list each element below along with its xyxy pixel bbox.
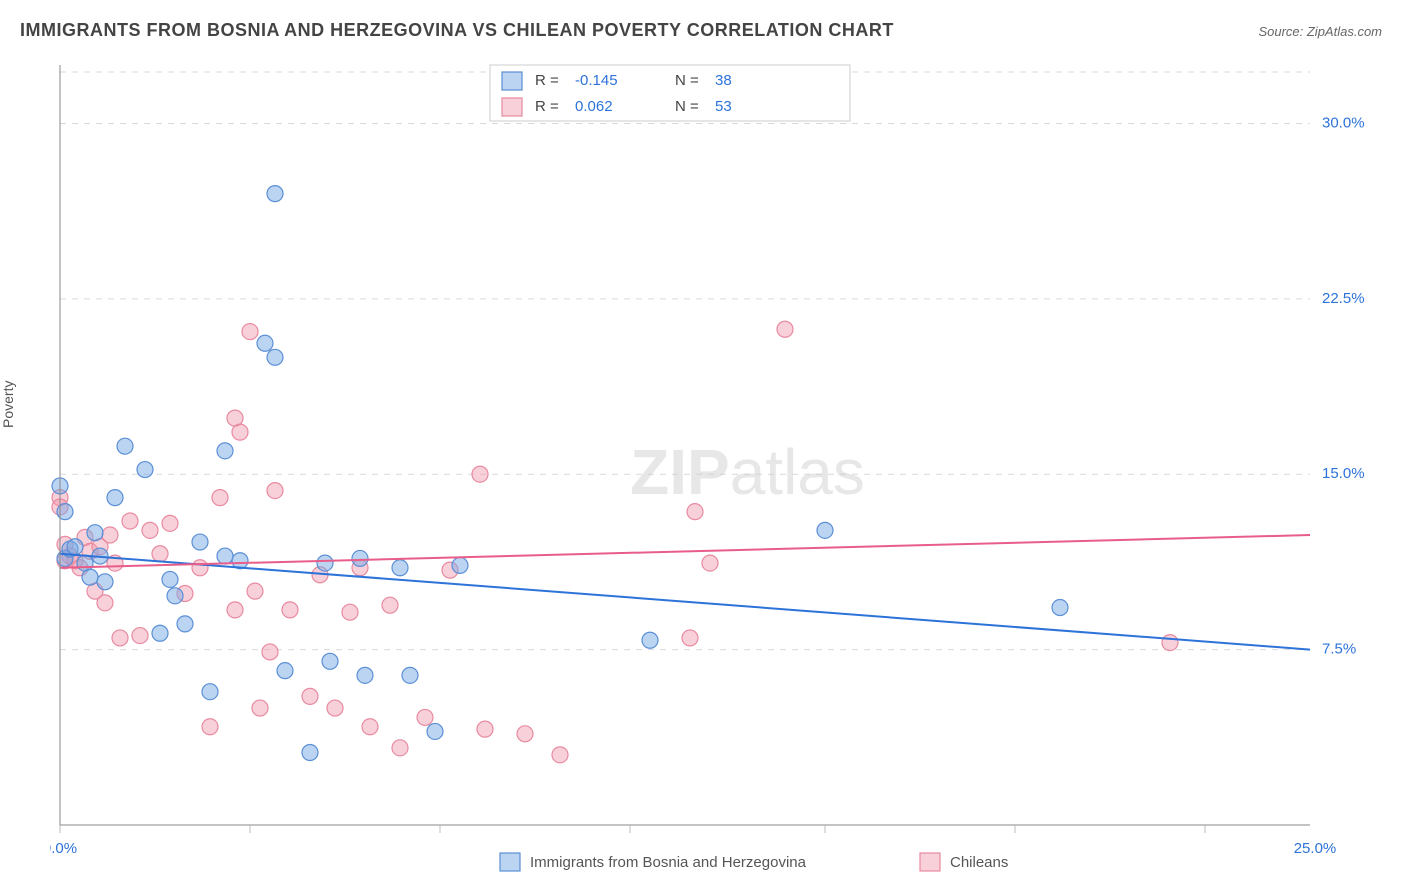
- bosnia-point: [97, 574, 113, 590]
- bottom-legend-swatch: [920, 853, 940, 871]
- bosnia-point: [167, 588, 183, 604]
- bosnia-point: [642, 632, 658, 648]
- bosnia-point: [352, 550, 368, 566]
- correlation-scatter-chart: ZIPatlas 7.5% 15.0% 22.5% 30.0% 0.0% 25.0% R =-…: [50, 55, 1380, 885]
- chart-title: IMMIGRANTS FROM BOSNIA AND HERZEGOVINA V…: [20, 20, 894, 41]
- chile-point: [232, 424, 248, 440]
- chile-point: [102, 527, 118, 543]
- bosnia-point: [82, 569, 98, 585]
- chile-point: [682, 630, 698, 646]
- legend-r-label: R =: [535, 98, 559, 115]
- bosnia-point: [87, 525, 103, 541]
- y-tick-label: 22.5%: [1322, 290, 1365, 307]
- bottom-legend-swatch: [500, 853, 520, 871]
- chile-point: [142, 522, 158, 538]
- bosnia-point: [267, 349, 283, 365]
- chile-point: [152, 546, 168, 562]
- y-tick-label: 7.5%: [1322, 641, 1356, 658]
- bosnia-point: [117, 438, 133, 454]
- bosnia-point: [152, 625, 168, 641]
- bosnia-point: [427, 723, 443, 739]
- chile-point: [302, 688, 318, 704]
- chile-point: [472, 466, 488, 482]
- legend-n-value: 38: [715, 72, 732, 89]
- chile-point: [262, 644, 278, 660]
- chile-point: [327, 700, 343, 716]
- chile-point: [552, 747, 568, 763]
- bosnia-point: [177, 616, 193, 632]
- chile-point: [267, 483, 283, 499]
- bottom-legend-label: Immigrants from Bosnia and Herzegovina: [530, 854, 807, 871]
- chile-point: [517, 726, 533, 742]
- bosnia-point: [392, 560, 408, 576]
- bosnia-point: [302, 745, 318, 761]
- bosnia-point: [107, 490, 123, 506]
- chile-point: [192, 560, 208, 576]
- bosnia-point: [317, 555, 333, 571]
- chile-point: [162, 515, 178, 531]
- chile-point: [252, 700, 268, 716]
- bosnia-point: [277, 663, 293, 679]
- source-label: Source: ZipAtlas.com: [1258, 24, 1382, 39]
- chile-point: [777, 321, 793, 337]
- legend-r-label: R =: [535, 72, 559, 89]
- x-tick-label: 25.0%: [1294, 840, 1337, 857]
- y-axis-label: Poverty: [0, 381, 16, 428]
- chile-point: [97, 595, 113, 611]
- bosnia-point: [57, 504, 73, 520]
- bosnia-point: [217, 443, 233, 459]
- legend-n-label: N =: [675, 98, 699, 115]
- watermark: ZIPatlas: [630, 436, 865, 508]
- bosnia-point: [1052, 600, 1068, 616]
- bosnia-point: [267, 186, 283, 202]
- y-tick-label: 30.0%: [1322, 114, 1365, 131]
- bosnia-point: [452, 557, 468, 573]
- bosnia-point: [162, 571, 178, 587]
- bosnia-point: [257, 335, 273, 351]
- legend-n-value: 53: [715, 98, 732, 115]
- chile-point: [417, 709, 433, 725]
- chile-point: [342, 604, 358, 620]
- legend-swatch: [502, 72, 522, 90]
- x-tick-label: 0.0%: [50, 840, 77, 857]
- chile-point: [702, 555, 718, 571]
- chile-point: [132, 628, 148, 644]
- legend-r-value: 0.062: [575, 98, 613, 115]
- chile-trendline: [60, 535, 1310, 568]
- chile-point: [392, 740, 408, 756]
- chile-point: [247, 583, 263, 599]
- bosnia-point: [67, 539, 83, 555]
- bosnia-point: [402, 667, 418, 683]
- chart-container: ZIPatlas7.5%15.0%22.5%30.0%0.0%25.0%R =-…: [50, 55, 1380, 845]
- bosnia-point: [217, 548, 233, 564]
- bosnia-point: [357, 667, 373, 683]
- chile-point: [362, 719, 378, 735]
- bosnia-point: [137, 462, 153, 478]
- chile-point: [1162, 635, 1178, 651]
- bosnia-point: [322, 653, 338, 669]
- chile-point: [687, 504, 703, 520]
- chile-point: [477, 721, 493, 737]
- chile-point: [282, 602, 298, 618]
- y-tick-label: 15.0%: [1322, 465, 1365, 482]
- bottom-legend-label: Chileans: [950, 854, 1008, 871]
- chile-point: [242, 324, 258, 340]
- bosnia-point: [192, 534, 208, 550]
- bosnia-point: [202, 684, 218, 700]
- chile-point: [112, 630, 128, 646]
- bosnia-point: [817, 522, 833, 538]
- chile-point: [202, 719, 218, 735]
- legend-n-label: N =: [675, 72, 699, 89]
- legend-swatch: [502, 98, 522, 116]
- chile-point: [212, 490, 228, 506]
- chile-point: [382, 597, 398, 613]
- chile-point: [227, 602, 243, 618]
- legend-r-value: -0.145: [575, 72, 618, 89]
- chile-point: [122, 513, 138, 529]
